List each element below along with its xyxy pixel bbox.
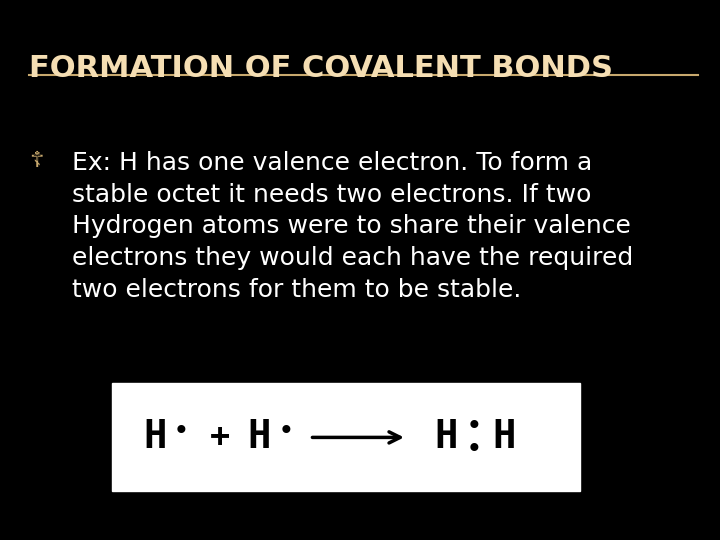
Text: H: H [248,418,271,456]
Text: ☦: ☦ [29,151,43,171]
Text: Ex: H has one valence electron. To form a
stable octet it needs two electrons. I: Ex: H has one valence electron. To form … [72,151,634,302]
Text: •: • [465,411,482,440]
Text: H: H [435,418,458,456]
Text: •: • [173,417,190,445]
Text: FORMATION OF COVALENT BONDS: FORMATION OF COVALENT BONDS [29,54,613,83]
Text: H: H [143,418,166,456]
Text: +: + [210,421,230,454]
Text: H: H [492,418,516,456]
FancyBboxPatch shape [112,383,580,491]
Text: •: • [465,435,482,463]
Text: •: • [277,417,294,445]
